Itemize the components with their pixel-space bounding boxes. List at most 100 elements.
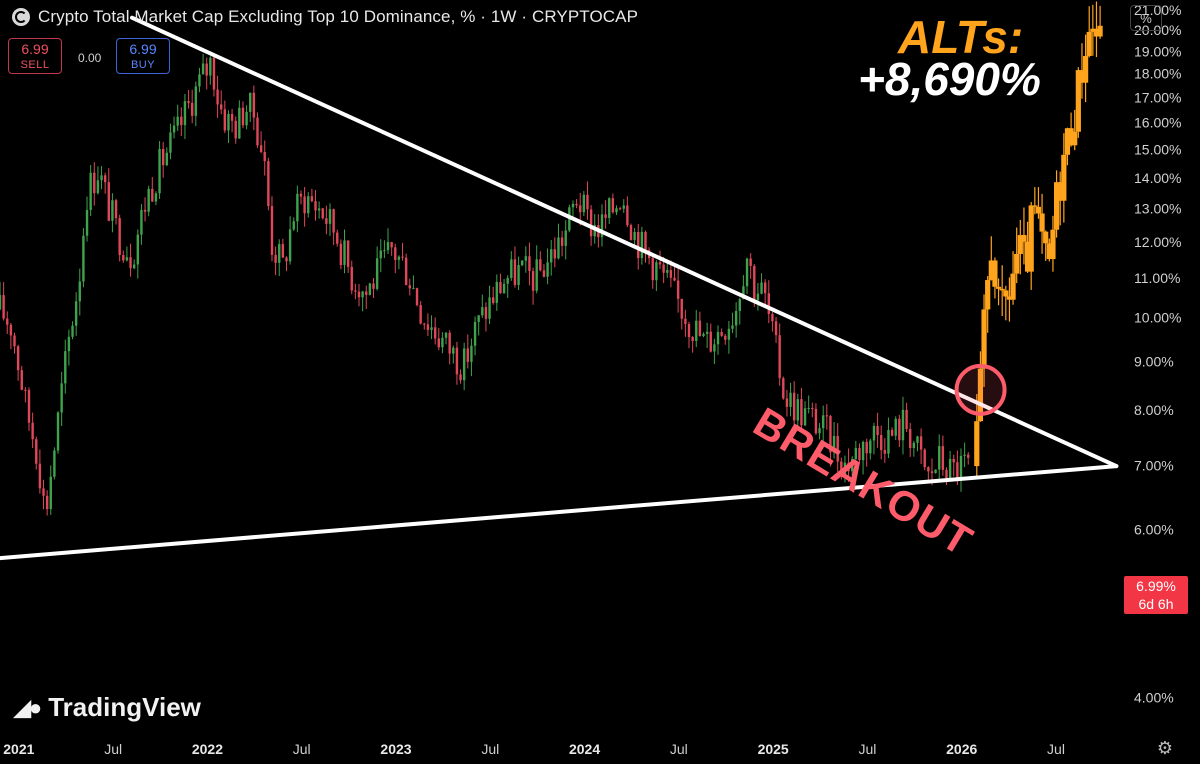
candle-body xyxy=(542,270,546,277)
candle-body xyxy=(800,399,803,426)
candle-body xyxy=(328,209,332,224)
candle-body xyxy=(296,193,299,222)
candle-body xyxy=(861,441,865,461)
candle-body xyxy=(430,327,433,330)
candle-body xyxy=(223,109,227,131)
candle-body xyxy=(963,454,966,456)
candle-body xyxy=(959,455,963,479)
candle-body xyxy=(361,291,364,298)
candle-body xyxy=(31,422,34,440)
candle-body xyxy=(6,318,9,325)
projection-candle xyxy=(1021,235,1027,242)
candle-body xyxy=(147,188,150,212)
gear-icon[interactable]: ⚙ xyxy=(1156,738,1174,758)
candle-body xyxy=(437,338,440,348)
candle-body xyxy=(176,116,179,126)
candle-body xyxy=(0,295,2,310)
candle-body xyxy=(24,389,27,391)
candle-body xyxy=(749,258,752,266)
candle-body xyxy=(502,283,506,294)
candle-body xyxy=(589,209,593,237)
x-tick-label: 2025 xyxy=(758,741,789,757)
x-tick-label: Jul xyxy=(670,741,688,757)
candle-body xyxy=(423,323,426,325)
last-price-tag: 6.99% 6d 6h xyxy=(1124,576,1188,614)
candle-body xyxy=(100,175,103,181)
x-tick-label: 2021 xyxy=(3,741,34,757)
candle-body xyxy=(365,291,368,295)
candle-body xyxy=(53,450,56,477)
candle-body xyxy=(314,201,317,211)
projection-candle xyxy=(1035,206,1042,214)
candle-body xyxy=(709,331,712,352)
y-tick-label: 13.00% xyxy=(1134,201,1181,217)
x-tick-label: 2023 xyxy=(380,741,411,757)
projection-candle xyxy=(1061,154,1067,201)
buy-label: BUY xyxy=(130,59,156,71)
candle-body xyxy=(321,208,324,219)
candle-body xyxy=(401,256,404,258)
y-tick-label: 14.00% xyxy=(1134,170,1181,186)
x-tick-label: Jul xyxy=(293,741,311,757)
candle-body xyxy=(332,209,335,233)
candle-body xyxy=(357,291,361,298)
candle-body xyxy=(307,196,310,214)
candle-body xyxy=(803,408,807,426)
candle-body xyxy=(303,196,306,214)
candle-body xyxy=(651,258,654,281)
candle-body xyxy=(796,399,800,421)
alts-title: ALTs: xyxy=(898,11,1024,63)
candle-body xyxy=(285,257,288,262)
x-tick-label: Jul xyxy=(1047,741,1065,757)
candle-body xyxy=(506,277,509,284)
projection-candle xyxy=(1010,273,1016,300)
candle-body xyxy=(811,407,814,409)
candle-body xyxy=(600,214,604,238)
lower-support-trendline xyxy=(0,464,1119,561)
candle-body xyxy=(898,418,901,441)
candle-body xyxy=(234,120,237,139)
y-tick-label: 16.00% xyxy=(1134,115,1181,131)
candle-body xyxy=(67,336,71,352)
candle-body xyxy=(734,310,738,326)
candle-body xyxy=(807,407,810,409)
candle-body xyxy=(524,256,528,261)
buy-price: 6.99 xyxy=(129,41,157,57)
candle-body xyxy=(383,250,386,252)
buy-button[interactable]: 6.99 BUY xyxy=(116,38,170,74)
candle-body xyxy=(586,194,589,210)
candle-body xyxy=(535,259,538,291)
candle-body xyxy=(539,259,542,271)
candle-body xyxy=(778,335,781,379)
candle-body xyxy=(60,383,63,413)
candle-body xyxy=(676,280,680,299)
candle-body xyxy=(372,283,375,289)
projection-candle xyxy=(974,421,980,467)
x-tick-label: 2024 xyxy=(569,741,600,757)
candle-body xyxy=(858,448,861,461)
candle-body xyxy=(274,254,277,263)
projection-candle xyxy=(992,260,998,287)
candle-body xyxy=(491,297,495,303)
projection-candle xyxy=(1043,231,1049,244)
chart-header: Crypto Total Market Cap Excluding Top 10… xyxy=(12,7,638,27)
projection-candle xyxy=(995,286,1002,289)
candle-body xyxy=(669,270,673,278)
candle-body xyxy=(336,232,339,244)
sell-button[interactable]: 6.99 SELL xyxy=(8,38,62,74)
candle-body xyxy=(20,370,23,390)
candle-body xyxy=(626,205,629,226)
candle-body xyxy=(397,256,401,260)
candle-body xyxy=(154,193,158,202)
candle-body xyxy=(633,232,636,240)
candle-body xyxy=(967,454,970,458)
candle-body xyxy=(165,152,169,166)
candle-body xyxy=(945,469,948,480)
y-tick-label: 15.00% xyxy=(1134,141,1181,157)
projection-candle xyxy=(1064,128,1071,155)
percent-scale-button[interactable]: % xyxy=(1130,5,1162,31)
candle-body xyxy=(201,63,205,75)
projection-candle xyxy=(988,260,994,281)
candle-body xyxy=(956,462,959,479)
